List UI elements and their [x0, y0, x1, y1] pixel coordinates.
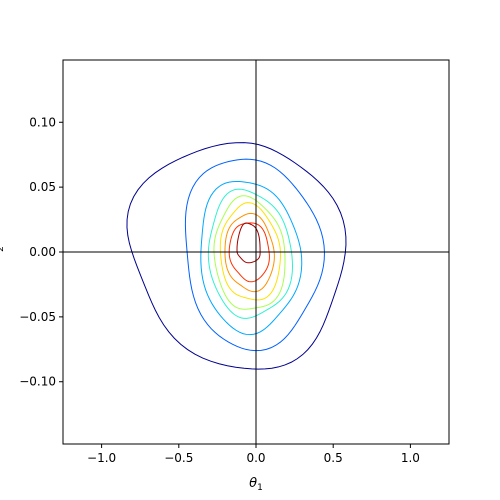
contour-level-4 [207, 188, 294, 319]
y-tick-label: 0.10 [29, 115, 56, 129]
x-tick-label: 0.0 [246, 451, 265, 465]
x-tick-label: 0.5 [324, 451, 343, 465]
y-tick-label: −0.10 [19, 375, 56, 389]
y-tick-label: 0.00 [29, 245, 56, 259]
y-tick-label: 0.05 [29, 180, 56, 194]
x-axis-label: θ1 [249, 476, 263, 493]
axes: −1.0 −0.5 0.0 0.5 1.0 0.10 0.05 0.00 −0.05 −0.10 [19, 59, 450, 465]
contour-level-5 [213, 195, 286, 310]
y-axis-label: θ2 [0, 246, 6, 260]
contour-level-1 [126, 142, 347, 370]
contour-level-9 [236, 222, 261, 264]
x-tick-label: −1.0 [87, 451, 116, 465]
x-tick-label: 1.0 [401, 451, 420, 465]
contour-level-8 [228, 222, 270, 283]
y-tick-label: −0.05 [19, 310, 56, 324]
x-tick-label: −0.5 [164, 451, 193, 465]
contour-level-2 [184, 158, 325, 352]
contour-level-6 [219, 202, 281, 301]
contour-level-3 [200, 180, 303, 336]
contour-level-7 [224, 212, 275, 293]
plot-area [126, 142, 347, 370]
